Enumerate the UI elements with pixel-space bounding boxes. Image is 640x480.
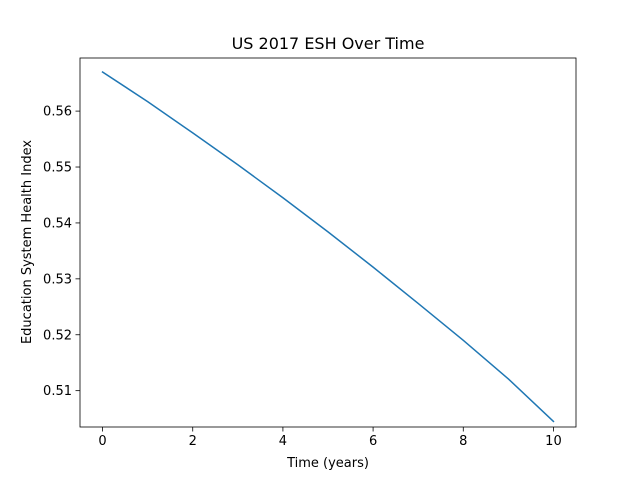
x-tick-label-6: 6	[369, 434, 377, 449]
x-tick-label-8: 8	[459, 434, 467, 449]
x-tick-label-0: 0	[98, 434, 106, 449]
x-tick-label-2: 2	[189, 434, 197, 449]
y-tick-label-1: 0.52	[43, 328, 72, 343]
y-tick-label-3: 0.54	[43, 216, 72, 231]
chart-title: US 2017 ESH Over Time	[232, 34, 425, 53]
y-tick-label-4: 0.55	[43, 161, 72, 176]
y-tick-label-2: 0.53	[43, 272, 72, 287]
x-tick-label-10: 10	[545, 434, 562, 449]
series-line-0	[101, 70, 555, 423]
y-tick-label-5: 0.56	[43, 105, 72, 120]
y-axis-label: Education System Health Index	[20, 140, 35, 344]
y-tick-label-0: 0.51	[43, 384, 72, 399]
axes-frame	[79, 57, 577, 428]
x-tick-label-4: 4	[279, 434, 287, 449]
plot-area: 0 2 4 6 8 10 0.51 0.52 0.53 0.54 0.55 0.56	[43, 57, 577, 449]
x-axis-label: Time (years)	[286, 456, 369, 471]
